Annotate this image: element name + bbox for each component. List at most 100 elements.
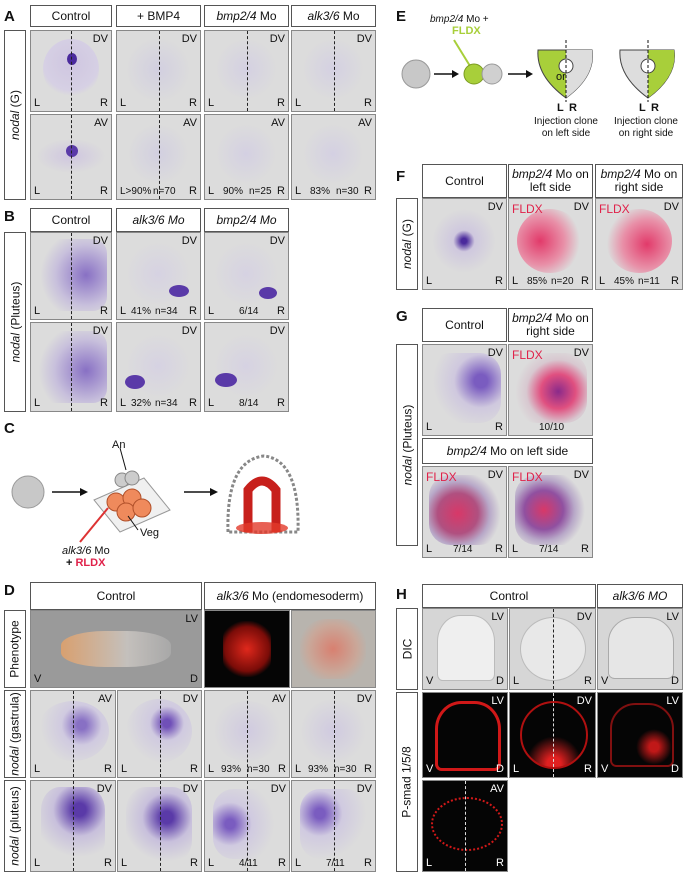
view-label: LV (666, 611, 679, 623)
panel-d-image-alk36-gastrula-dv: DV L 93% n=30 R (291, 690, 376, 778)
stat-n: n=34 (155, 306, 178, 317)
panel-a-image-bmp4-dv: DV L R (116, 30, 201, 112)
side-label-right: R (495, 275, 503, 287)
panel-a-header-control: Control (30, 5, 112, 27)
view-label: AV (272, 693, 286, 705)
panel-a-image-control-av: AV L R (30, 114, 112, 200)
panel-d-image-alk36-pluteus-1: DV L 4/11 R (204, 780, 290, 872)
side-label-left: L (599, 275, 606, 287)
side-label-left: L (295, 857, 302, 869)
fldx-label: FLDX (426, 470, 457, 484)
view-label: DV (92, 33, 108, 45)
panel-d-header-alk36: alk3/6 Mo (endomesoderm) (204, 582, 376, 610)
side-label-right: R (277, 97, 285, 109)
injection-needle-icon (79, 507, 109, 543)
view-label: AV (94, 117, 108, 129)
panel-g-image-left-side-1: FLDX DV L 7/14 R (422, 466, 507, 558)
view-label: LV (491, 695, 504, 707)
stat-fraction: 10/10 (539, 422, 565, 433)
panel-label-g: G (396, 308, 408, 325)
side-label-left: L (512, 275, 519, 287)
panel-label-e: E (396, 8, 407, 25)
side-label-right: R (100, 185, 108, 197)
view-label: DV (181, 33, 197, 45)
stat-fraction: 7/14 (453, 544, 473, 555)
embryo-icon (226, 454, 300, 534)
side-label-ventral: V (601, 675, 609, 687)
panel-d-row-label-phenotype: Phenotype (4, 610, 26, 688)
side-label-right: R (189, 305, 197, 317)
panel-g-image-control: DV L R (422, 344, 507, 436)
side-label-left: L (426, 275, 433, 287)
view-label: DV (182, 693, 198, 705)
view-label: DV (487, 469, 503, 481)
side-label-left: L (512, 543, 519, 555)
side-label-right: R (569, 102, 577, 114)
panel-label-h: H (396, 586, 407, 603)
rldx-label: + RLDX (66, 557, 106, 569)
side-label-right: R (651, 102, 659, 114)
side-label-dorsal: D (496, 675, 504, 687)
egg-icon (11, 475, 45, 509)
blastomere-left-icon (463, 63, 485, 85)
panel-f-image-left-side: FLDX DV L 85% n=20 R (508, 198, 593, 290)
side-label-left: L (34, 857, 41, 869)
view-label: DV (356, 33, 372, 45)
panel-f-header-control: Control (422, 164, 507, 198)
view-label: DV (92, 235, 108, 247)
side-label-left: L (208, 185, 215, 197)
panel-a-row-label: nodal (G) (4, 30, 26, 200)
side-label-left: L (120, 305, 127, 317)
side-label-dorsal: D (671, 763, 679, 775)
side-label-left: L (557, 102, 564, 114)
panel-b-image-alk36-1: DV L 41% n=34 R (116, 232, 201, 320)
stat-fraction: 7/14 (539, 544, 559, 555)
side-label-left: L (295, 97, 302, 109)
stat-label: L>90% (120, 186, 152, 197)
panel-d-image-alk36-gastrula-av: AV L 93% n=30 R (204, 690, 290, 778)
panel-a-header-bmp4: + BMP4 (116, 5, 201, 27)
stat-fraction: 6/14 (239, 306, 259, 317)
side-label-left: L (208, 857, 215, 869)
view-label: DV (269, 325, 285, 337)
panel-d-image-alk36-pluteus-2: DV L 7/11 R (291, 780, 376, 872)
panel-f-row-label: nodal (G) (396, 198, 418, 290)
stat-n: n=30 (247, 764, 270, 775)
view-label: DV (269, 33, 285, 45)
side-label-right: R (364, 763, 372, 775)
panel-h-image-control-psmad-lv: LV V D (422, 692, 508, 778)
view-label: LV (666, 695, 679, 707)
side-label-left: L (34, 305, 41, 317)
panel-g-image-right-side: FLDX DV 10/10 (508, 344, 593, 436)
fldx-label: FLDX (452, 25, 481, 37)
stat-fraction: 7/11 (326, 858, 345, 869)
side-label-right: R (104, 857, 112, 869)
view-label: DV (576, 695, 592, 707)
side-label-left: L (295, 185, 302, 197)
side-label-right: R (278, 763, 286, 775)
view-label: DV (487, 347, 503, 359)
panel-h-row-label-dic: DIC (396, 608, 418, 690)
fldx-label: FLDX (512, 202, 543, 216)
panel-g-header-right-side: bmp2/4 Mo on right side (508, 308, 593, 342)
panel-c-diagram (11, 447, 300, 543)
panel-a-image-alk36-dv: DV L R (291, 30, 376, 112)
panel-e-diagram (401, 39, 675, 102)
stat-percent: 85% (527, 276, 548, 287)
panel-label-f: F (396, 168, 406, 185)
side-label-right: R (364, 185, 372, 197)
stat-percent: 83% (310, 186, 331, 197)
panel-b-image-bmp24-2: DV L 8/14 R (204, 322, 289, 412)
side-label-ventral: V (426, 675, 434, 687)
side-label-left: L (426, 543, 433, 555)
panel-b-header-control: Control (30, 208, 112, 232)
view-label: DV (573, 201, 589, 213)
side-label-right: R (495, 543, 503, 555)
side-label-left: L (34, 185, 41, 197)
view-label: DV (663, 201, 679, 213)
side-label-dorsal: D (496, 763, 504, 775)
stat-percent: 41% (131, 306, 152, 317)
side-label-left: L (295, 763, 302, 775)
side-label-left: L (639, 102, 646, 114)
or-label: or (556, 71, 566, 83)
